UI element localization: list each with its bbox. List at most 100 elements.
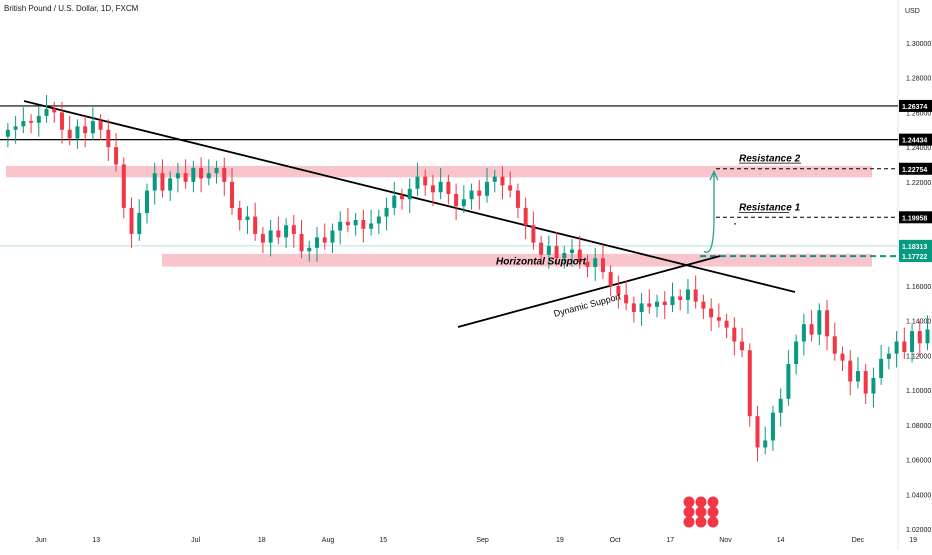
candle-body <box>191 167 196 182</box>
candle-body <box>709 308 714 318</box>
candle-body <box>376 216 381 224</box>
y-tick-label: 1.06000 <box>906 458 931 465</box>
candle-body <box>276 230 281 238</box>
price-label: 1.24434 <box>902 138 927 145</box>
candle-body <box>832 336 837 354</box>
candle-body <box>199 167 204 179</box>
y-tick-label: 1.16000 <box>906 284 931 291</box>
candle-body <box>685 289 690 300</box>
x-tick-label: 17 <box>666 537 674 544</box>
candle-body <box>461 199 466 207</box>
candle-body <box>36 115 41 123</box>
y-tick-label: 1.26000 <box>906 110 931 117</box>
event-flag-icon[interactable] <box>707 496 719 508</box>
candle-body <box>214 167 219 174</box>
candle-body <box>260 233 265 243</box>
price-label: 1.17722 <box>902 254 927 261</box>
event-flag-icon[interactable] <box>707 506 719 518</box>
y-tick-label: 1.04000 <box>906 492 931 499</box>
dynamic-support-label: Dynamic Support <box>553 291 623 319</box>
x-tick-label: Jun <box>35 537 46 544</box>
candle-body <box>817 310 822 335</box>
event-flag-icon[interactable] <box>683 516 695 528</box>
candle-body <box>871 377 876 394</box>
candle-body <box>44 108 49 116</box>
candle-body <box>678 296 683 300</box>
candle-body <box>407 188 412 200</box>
candle-body <box>616 286 621 295</box>
candle-body <box>268 230 273 243</box>
candle-body <box>515 190 520 208</box>
price-label: 1.22754 <box>902 167 927 174</box>
dynamic-support-line <box>457 255 721 328</box>
candle-body <box>299 233 304 252</box>
candle-body <box>740 341 745 351</box>
x-tick-label: 19 <box>556 537 564 544</box>
candle-body <box>755 416 760 448</box>
y-tick-label: 1.02000 <box>906 527 931 534</box>
price-label-box <box>899 133 932 146</box>
candle-body <box>307 247 312 252</box>
y-tick-label: 1.30000 <box>906 41 931 48</box>
candle-body <box>469 190 474 200</box>
candle-body <box>13 126 18 130</box>
candle-body <box>624 294 629 304</box>
x-tick-label: Oct <box>610 537 621 544</box>
y-tick-label: 1.28000 <box>906 76 931 83</box>
candle-body <box>253 216 258 234</box>
projection-arrow <box>703 173 715 253</box>
candle-body <box>229 181 234 208</box>
candle-body <box>886 353 891 359</box>
candle-body <box>716 317 721 321</box>
event-flag-icon[interactable] <box>695 506 707 518</box>
candle-body <box>902 341 907 352</box>
x-tick-label: 14 <box>777 537 785 544</box>
candle-body <box>369 223 374 229</box>
event-flag-icon[interactable] <box>707 516 719 528</box>
candle-body <box>693 289 698 302</box>
candle-body <box>206 173 211 179</box>
candle-body <box>446 181 451 195</box>
candle-body <box>925 329 930 344</box>
candle-body <box>485 181 490 196</box>
candle-body <box>284 225 289 238</box>
candle-body <box>315 237 319 248</box>
candle-body <box>879 358 884 378</box>
candle-body <box>361 220 366 229</box>
price-label: 1.18313 <box>902 244 927 251</box>
candle-body <box>438 181 443 193</box>
candle-body <box>655 301 660 307</box>
candle-body <box>59 112 64 130</box>
event-flag-icon[interactable] <box>683 496 695 508</box>
candle-body <box>152 173 157 191</box>
candle-body <box>338 221 343 231</box>
candle-body <box>98 121 103 130</box>
candle-body <box>786 364 791 399</box>
candle-body <box>863 371 868 394</box>
candle-body <box>894 341 899 354</box>
candle-body <box>29 121 34 123</box>
x-tick-label: 19 <box>909 537 917 544</box>
y-tick-label: 1.24000 <box>906 145 931 152</box>
candle-body <box>608 272 613 286</box>
candle-body <box>83 126 88 134</box>
event-flag-icon[interactable] <box>695 516 707 528</box>
event-flag-icon[interactable] <box>695 496 707 508</box>
candle-body <box>121 164 126 208</box>
price-label-box <box>899 162 932 175</box>
y-tick-label: 1.14000 <box>906 319 931 326</box>
event-flag-icon[interactable] <box>683 506 695 518</box>
candle-body <box>67 129 72 139</box>
x-tick-label: 15 <box>379 537 387 544</box>
candle-body <box>222 167 227 182</box>
chart-title: British Pound / U.S. Dollar, 1D, FXCM <box>4 4 139 13</box>
candle-body <box>345 221 350 226</box>
candle-body <box>523 207 528 226</box>
candle-body <box>477 190 482 196</box>
candle-body <box>577 249 582 262</box>
candle-body <box>794 341 799 365</box>
candle-body <box>137 213 142 234</box>
candle-body <box>825 310 830 337</box>
